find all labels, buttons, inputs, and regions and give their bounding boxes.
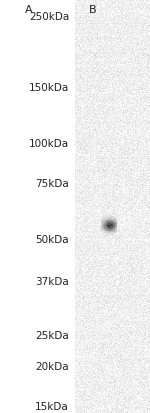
Text: 100kDa: 100kDa [29, 139, 69, 149]
Bar [0, 0, 75, 413]
Text: 50kDa: 50kDa [35, 235, 69, 244]
Text: 150kDa: 150kDa [29, 83, 69, 93]
Text: 20kDa: 20kDa [35, 361, 69, 371]
Text: A: A [25, 5, 32, 15]
Text: 250kDa: 250kDa [29, 12, 69, 22]
Text: 15kDa: 15kDa [35, 401, 69, 411]
Text: 37kDa: 37kDa [35, 276, 69, 286]
Text: B: B [89, 5, 97, 15]
Text: 75kDa: 75kDa [35, 178, 69, 188]
Text: 25kDa: 25kDa [35, 330, 69, 340]
